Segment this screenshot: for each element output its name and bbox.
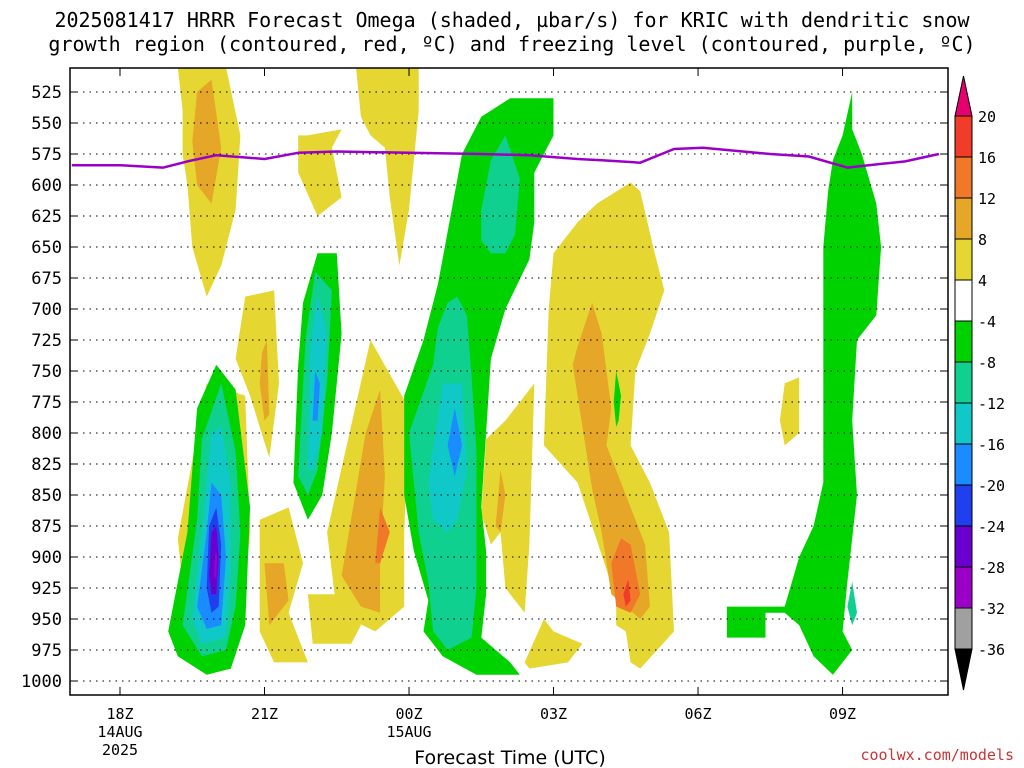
- y-tick-label: 900: [31, 548, 62, 568]
- x-axis-label: Forecast Time (UTC): [414, 747, 605, 768]
- x-tick-date: 15AUG: [386, 723, 431, 741]
- y-tick-label: 550: [31, 114, 62, 134]
- credit-text: coolwx.com/models: [860, 746, 1014, 764]
- y-tick-label: 625: [31, 207, 62, 227]
- pressure-axis: 525 550 575 600 625 650 675 700 725 750 775 800 825 8…: [21, 83, 948, 692]
- colorbar-box-c_12_16: [954, 156, 973, 199]
- colorbar-tick-label: -20: [978, 477, 1005, 495]
- y-tick-label: 575: [31, 145, 62, 165]
- y-tick-label: 600: [31, 176, 62, 196]
- y-tick-label: 750: [31, 362, 62, 382]
- plot-frame: [69, 67, 949, 696]
- colorbar-tick-label: 20: [978, 108, 996, 126]
- omega-region-c_12_16-0: [375, 507, 390, 564]
- x-tick-year: 2025: [102, 741, 138, 759]
- omega-region-c_m20_m16-1: [312, 371, 320, 421]
- x-tick-label: 06Z: [684, 705, 711, 723]
- colorbar-tick-label: -32: [978, 600, 1005, 618]
- colorbar-tick-label: -8: [978, 354, 996, 372]
- title-line-1: 2025081417 HRRR Forecast Omega (shaded, …: [54, 8, 970, 32]
- y-tick-label: 800: [31, 424, 62, 444]
- colorbar-box-c_m8_m4: [954, 320, 973, 363]
- colorbar-tick-label: 4: [978, 272, 987, 290]
- omega-region-c_m12_m8-4: [847, 581, 857, 626]
- contour-lines: [71, 146, 940, 700]
- title-line-2: growth region (contoured, red, ºC) and f…: [48, 32, 976, 56]
- y-tick-label: 975: [31, 641, 62, 661]
- colorbar-box-c_m12_m8: [954, 361, 973, 404]
- omega-region-c_8_12-4: [495, 470, 506, 533]
- y-tick-label: 925: [31, 579, 62, 599]
- y-tick-label: 725: [31, 331, 62, 351]
- omega-region-c_4_8-10: [524, 619, 583, 669]
- omega-colorbar: 20 16 12 8 4 -4 -8 -12 -16 -20 -24 -28 -32 -36: [954, 75, 1005, 691]
- omega-region-c_12_16-1: [611, 538, 641, 613]
- omega-region-c_m20_m16-2: [447, 408, 462, 477]
- omega-region-c_8_12-3: [341, 389, 385, 613]
- colorbar-box-c_lt_m32: [954, 607, 973, 650]
- y-tick-label: 950: [31, 610, 62, 630]
- colorbar-bottom-arrow: [954, 648, 973, 691]
- omega-shading: [168, 68, 882, 675]
- colorbar-tick-label: -24: [978, 518, 1005, 536]
- y-tick-label: 525: [31, 83, 62, 103]
- y-tick-label: 775: [31, 393, 62, 413]
- colorbar-tick-label: -36: [978, 641, 1005, 659]
- colorbar-tick-label: 12: [978, 190, 996, 208]
- x-tick-label: 00Z: [395, 705, 422, 723]
- colorbar-tick-label: -4: [978, 313, 996, 331]
- colorbar-box-c_8_12: [954, 197, 973, 240]
- x-tick-label: 21Z: [251, 705, 278, 723]
- colorbar-tick-label: -16: [978, 436, 1005, 454]
- colorbar-tick-label: -28: [978, 559, 1005, 577]
- colorbar-box-c_m4_4: [954, 279, 973, 322]
- y-tick-label: 675: [31, 269, 62, 289]
- omega-region-c_m8_m4-3: [613, 371, 621, 427]
- chart-title: 2025081417 HRRR Forecast Omega (shaded, …: [0, 8, 1024, 56]
- omega-region-c_4_8-4: [235, 290, 279, 458]
- x-tick-label: 03Z: [540, 705, 567, 723]
- freezing-level-line: [71, 146, 940, 169]
- colorbar-top-arrow: [954, 75, 973, 117]
- ground-surface: [72, 696, 939, 700]
- omega-region-c_m8_m4-4: [726, 92, 882, 675]
- colorbar-box-c_m28_m24: [954, 525, 973, 568]
- y-tick-label: 850: [31, 486, 62, 506]
- y-tick-label: 875: [31, 517, 62, 537]
- colorbar-tick-label: -12: [978, 395, 1005, 413]
- y-tick-label: 700: [31, 300, 62, 320]
- colorbar-box-c_m24_m20: [954, 484, 973, 527]
- y-tick-label: 650: [31, 238, 62, 258]
- omega-region-c_4_8-2: [356, 68, 419, 266]
- omega-region-c_m32_m28-0: [213, 550, 218, 580]
- colorbar-box-c_m16_m12: [954, 402, 973, 445]
- x-tick-label: 18Z: [106, 705, 133, 723]
- colorbar-box-c_4_8: [954, 238, 973, 281]
- colorbar-box-c_m20_m16: [954, 443, 973, 486]
- omega-region-c_8_12-1: [264, 563, 289, 626]
- x-tick-date: 14AUG: [97, 723, 142, 741]
- colorbar-box-c_16_20: [954, 115, 973, 158]
- colorbar-box-c_m32_m28: [954, 566, 973, 609]
- x-tick-label: 09Z: [829, 705, 856, 723]
- colorbar-tick-label: 8: [978, 231, 987, 249]
- omega-region-c_8_12-2: [259, 340, 270, 421]
- omega-region-c_m12_m8-3: [481, 135, 520, 254]
- omega-region-c_8_12-5: [572, 302, 650, 619]
- omega-region-c_16_20-0: [623, 579, 631, 607]
- omega-region-c_4_8-11: [779, 377, 800, 446]
- omega-region-c_8_12-0: [192, 79, 222, 204]
- y-tick-label: 1000: [21, 672, 62, 692]
- colorbar-tick-label: 16: [978, 149, 996, 167]
- omega-region-c_4_8-8: [481, 383, 535, 613]
- y-tick-label: 825: [31, 455, 62, 475]
